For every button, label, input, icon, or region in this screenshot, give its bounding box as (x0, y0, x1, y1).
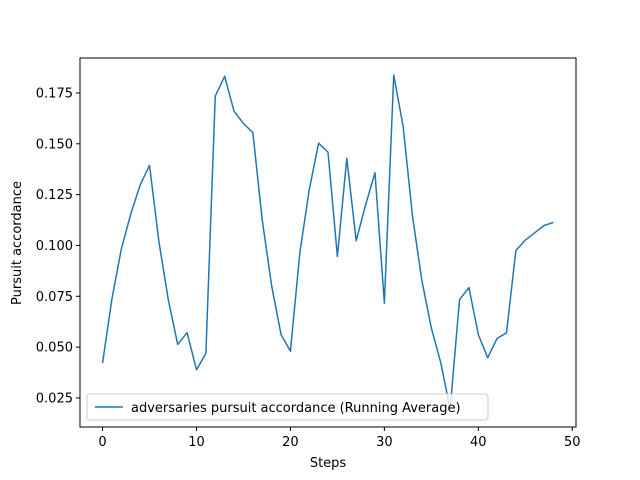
y-axis: 0.025 0.050 0.075 0.100 0.125 0.150 0.175 (36, 86, 80, 406)
y-tick-label: 0.025 (36, 391, 73, 406)
y-tick-label: 0.100 (36, 239, 73, 254)
x-tick-label: 40 (470, 435, 487, 450)
y-axis-label: Pursuit accordance (10, 181, 25, 305)
legend-label: adversaries pursuit accordance (Running … (131, 401, 461, 416)
series-layer (101, 74, 554, 410)
x-tick-label: 50 (564, 435, 581, 450)
axes-background (80, 58, 576, 427)
x-tick-label: 0 (98, 435, 106, 450)
x-axis-label: Steps (310, 456, 347, 471)
legend: adversaries pursuit accordance (Running … (86, 393, 489, 421)
axes-frame (79, 57, 577, 428)
y-tick-label: 0.125 (36, 188, 73, 203)
x-tick-label: 20 (282, 435, 299, 450)
x-tick-label: 30 (376, 435, 393, 450)
plot-area (79, 57, 577, 428)
y-tick-label: 0.050 (36, 341, 73, 356)
y-tick-label: 0.075 (36, 290, 73, 305)
x-axis: 0 10 20 30 40 50 (98, 427, 581, 450)
y-tick-label: 0.175 (36, 86, 73, 101)
y-tick-label: 0.150 (36, 137, 73, 152)
x-tick-label: 10 (188, 435, 205, 450)
series-line (101, 74, 554, 410)
legend-box (86, 393, 489, 421)
